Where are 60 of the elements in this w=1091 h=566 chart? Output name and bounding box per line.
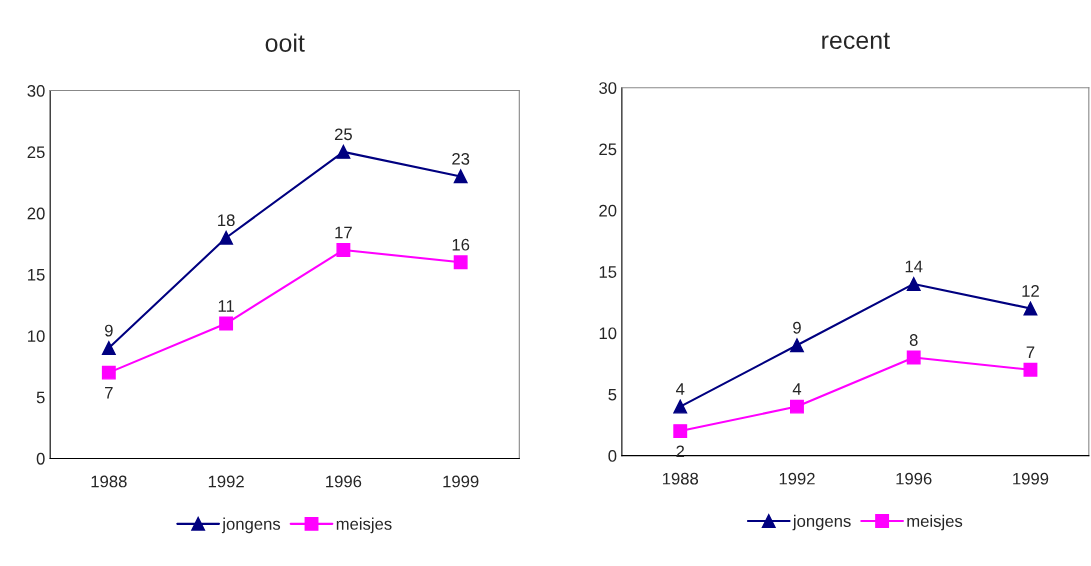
- point: [219, 230, 234, 245]
- data-label: 9: [793, 321, 801, 334]
- point: [790, 399, 804, 414]
- y-tick-label: 30: [27, 84, 45, 97]
- x-tick-label: 1999: [1013, 472, 1049, 485]
- x-tick-label: 1999: [443, 475, 479, 488]
- y-tick-label: 20: [599, 204, 617, 217]
- legend-label: jongens: [792, 514, 851, 531]
- data-label: 14: [905, 260, 923, 273]
- y-tick-label: 10: [599, 327, 617, 340]
- point: [453, 169, 468, 184]
- point: [673, 424, 688, 439]
- data-label: 8: [909, 334, 918, 346]
- data-label: 25: [334, 128, 352, 141]
- legend-label: jongens: [221, 517, 281, 534]
- chart-title: recent: [822, 32, 890, 50]
- chart-title: ooit: [265, 33, 305, 52]
- data-label: 2: [676, 445, 685, 458]
- y-tick-label: 0: [608, 450, 617, 462]
- point: [673, 399, 688, 414]
- x-tick-label: 1992: [208, 475, 244, 488]
- y-tick-label: 15: [599, 266, 617, 278]
- data-label: 17: [335, 226, 352, 239]
- y-tick-label: 0: [36, 452, 45, 465]
- data-label: 4: [792, 383, 802, 395]
- y-tick-label: 5: [608, 388, 617, 401]
- data-label: 7: [1026, 346, 1035, 358]
- point: [906, 276, 921, 291]
- point: [1023, 362, 1038, 377]
- legend-label: meisjes: [907, 514, 963, 531]
- legend-label: meisjes: [336, 517, 392, 534]
- point: [336, 144, 351, 159]
- y-tick-label: 25: [599, 143, 617, 156]
- x-tick-label: 1988: [662, 472, 699, 485]
- data-label: 18: [218, 214, 235, 227]
- point: [906, 350, 921, 365]
- data-label: 16: [452, 238, 470, 251]
- x-tick-label: 1988: [91, 475, 127, 488]
- y-tick-label: 5: [36, 391, 45, 404]
- x-tick-label: 1996: [896, 472, 932, 485]
- point: [453, 255, 468, 270]
- y-tick-label: 10: [28, 330, 45, 343]
- data-label: 9: [104, 324, 113, 337]
- point: [790, 338, 804, 353]
- x-tick-label: 1996: [326, 475, 362, 488]
- y-tick-label: 25: [27, 146, 45, 159]
- point: [101, 341, 116, 356]
- y-tick-label: 15: [28, 269, 45, 281]
- data-label: 7: [105, 387, 113, 399]
- data-label: 11: [218, 300, 234, 312]
- y-tick-label: 20: [27, 207, 45, 220]
- x-tick-label: 1992: [779, 472, 815, 485]
- data-label: 12: [1022, 285, 1039, 297]
- point: [219, 316, 234, 331]
- point: [336, 243, 351, 257]
- data-label: 23: [452, 152, 470, 165]
- point: [1023, 301, 1038, 316]
- y-tick-label: 30: [599, 82, 617, 94]
- point: [101, 365, 116, 380]
- data-label: 4: [675, 383, 685, 395]
